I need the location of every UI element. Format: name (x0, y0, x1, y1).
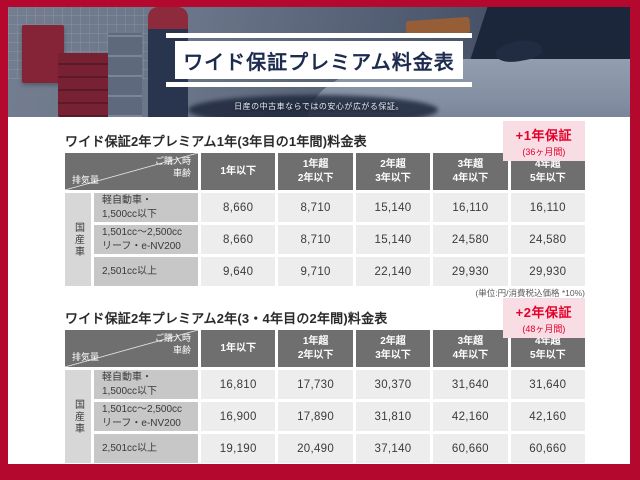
badge-sub-text: (36ヶ月間) (522, 147, 566, 157)
price-table-1: ご購入時 車齢 排気量 1年以下 1年超 2年以下 2年超 3年以下 3年超 4年以下… (65, 153, 585, 286)
main-title: ワイド保証プレミアム料金表 (183, 51, 455, 74)
price-cell: 16,900 (201, 402, 276, 431)
row-label: 2,501cc以上 (94, 434, 198, 463)
price-cell: 8,710 (278, 225, 353, 254)
banner-subtitle: 日産の中古車ならではの安心が広がる保証。 (234, 102, 404, 111)
price-cell: 31,640 (433, 370, 508, 399)
price-cell: 29,930 (433, 257, 508, 286)
price-cell: 15,140 (355, 225, 431, 254)
corner-purchase-age-label: ご購入時 車齢 (154, 333, 191, 355)
price-cell: 31,640 (510, 370, 585, 399)
shelf-shape (108, 33, 142, 117)
row-label: 軽自動車・ 1,500cc以下 (94, 193, 198, 222)
column-header: 3年超 4年以下 (433, 330, 508, 367)
corner-header-cell: ご購入時 車齢 排気量 (65, 330, 198, 367)
price-cell: 60,660 (433, 434, 508, 463)
main-title-box: ワイド保証プレミアム料金表 (175, 41, 463, 79)
column-header: 2年超 3年以下 (355, 330, 431, 367)
tax-note: (単位:円/消費税込価格 *10%) (475, 288, 585, 298)
price-cell: 29,930 (510, 257, 585, 286)
plus1year-badge: +1年保証 (36ヶ月間) (502, 121, 585, 161)
price-cell: 9,640 (201, 257, 276, 286)
corner-header-cell: ご購入時 車齢 排気量 (65, 153, 198, 190)
price-cell: 42,160 (510, 402, 585, 431)
row-label: 軽自動車・ 1,500cc以下 (94, 370, 198, 399)
price-cell: 8,660 (201, 193, 276, 222)
price-cell: 8,710 (278, 193, 353, 222)
row-label: 1,501cc〜2,500cc リーフ・e-NV200 (94, 402, 198, 431)
car-shadow-shape (188, 95, 438, 117)
table2-heading-row: ワイド保証2年プレミアム2年(3・4年目の2年間)料金表 +2年保証 (48ヶ月… (65, 298, 585, 338)
tables-area: ワイド保証2年プレミアム1年(3年目の1年間)料金表 +1年保証 (36ヶ月間)… (8, 121, 630, 463)
price-cell: 9,710 (278, 257, 353, 286)
price-cell: 20,490 (278, 434, 353, 463)
price-cell: 31,810 (355, 402, 431, 431)
page: ワイド保証プレミアム料金表 日産の中古車ならではの安心が広がる保証。 ワイド保証… (8, 7, 630, 464)
price-table-2: ご購入時 車齢 排気量 1年以下 1年超 2年以下 2年超 3年以下 3年超 4年以下… (65, 330, 585, 463)
garage-photo: ワイド保証プレミアム料金表 日産の中古車ならではの安心が広がる保証。 (8, 7, 630, 117)
ribbon-bottom-bar (166, 82, 472, 87)
price-cell: 15,140 (355, 193, 431, 222)
badge-sub-text: (48ヶ月間) (522, 324, 566, 334)
column-header: 1年超 2年以下 (278, 330, 353, 367)
row-label: 2,501cc以上 (94, 257, 198, 286)
corner-displacement-label: 排気量 (72, 175, 100, 185)
table1-title: ワイド保証2年プレミアム1年(3年目の1年間)料金表 (65, 134, 367, 149)
price-cell: 8,660 (201, 225, 276, 254)
row-group-domestic: 国産車 (65, 370, 91, 463)
column-header: 1年以下 (201, 153, 276, 190)
row-label: 1,501cc〜2,500cc リーフ・e-NV200 (94, 225, 198, 254)
column-header: 3年超 4年以下 (433, 153, 508, 190)
price-cell: 22,140 (355, 257, 431, 286)
column-header: 1年超 2年以下 (278, 153, 353, 190)
corner-displacement-label: 排気量 (72, 352, 100, 362)
price-cell: 60,660 (510, 434, 585, 463)
mechanic-jacket-shape (148, 7, 188, 29)
price-cell: 24,580 (510, 225, 585, 254)
column-header: 2年超 3年以下 (355, 153, 431, 190)
price-cell: 24,580 (433, 225, 508, 254)
badge-main-text: +1年保証 (515, 128, 572, 143)
table1-heading-row: ワイド保証2年プレミアム1年(3年目の1年間)料金表 +1年保証 (36ヶ月間) (65, 121, 585, 161)
column-header: 1年以下 (201, 330, 276, 367)
corner-purchase-age-label: ご購入時 車齢 (154, 156, 191, 178)
table2-title: ワイド保証2年プレミアム2年(3・4年目の2年間)料金表 (65, 311, 388, 326)
price-cell: 42,160 (433, 402, 508, 431)
ribbon-top-bar (166, 33, 472, 38)
tool-cabinet-shape (58, 53, 114, 117)
title-ribbon: ワイド保証プレミアム料金表 (166, 33, 472, 87)
plus2year-badge: +2年保証 (48ヶ月間) (502, 298, 585, 338)
price-cell: 17,730 (278, 370, 353, 399)
price-cell: 17,890 (278, 402, 353, 431)
price-cell: 16,810 (201, 370, 276, 399)
price-cell: 16,110 (510, 193, 585, 222)
price-cell: 19,190 (201, 434, 276, 463)
toolbox-shape (22, 25, 64, 83)
row-group-domestic: 国産車 (65, 193, 91, 286)
badge-main-text: +2年保証 (515, 305, 572, 320)
price-cell: 30,370 (355, 370, 431, 399)
price-cell: 37,140 (355, 434, 431, 463)
price-cell: 16,110 (433, 193, 508, 222)
